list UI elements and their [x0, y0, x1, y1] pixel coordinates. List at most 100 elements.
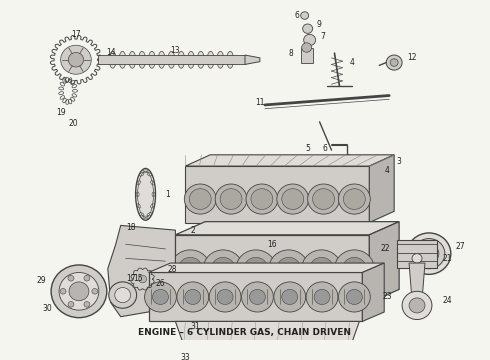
Ellipse shape [217, 51, 224, 68]
Text: 27: 27 [456, 242, 465, 251]
Polygon shape [108, 225, 175, 317]
Circle shape [407, 233, 451, 274]
Ellipse shape [109, 51, 116, 68]
Text: 17: 17 [126, 274, 135, 283]
Circle shape [314, 289, 330, 305]
Circle shape [302, 250, 342, 288]
Circle shape [69, 282, 89, 301]
Polygon shape [185, 155, 394, 166]
Circle shape [152, 289, 169, 305]
Circle shape [306, 282, 338, 312]
Circle shape [177, 282, 209, 312]
Circle shape [334, 295, 340, 301]
Circle shape [145, 282, 176, 312]
Circle shape [308, 184, 340, 214]
Circle shape [68, 302, 74, 307]
Circle shape [189, 189, 211, 210]
Polygon shape [369, 222, 399, 303]
Text: 26: 26 [156, 279, 165, 288]
Bar [148, 273, 362, 321]
Polygon shape [175, 321, 359, 350]
Bar [98, 55, 245, 64]
Circle shape [61, 45, 91, 74]
Circle shape [211, 257, 235, 280]
Circle shape [246, 184, 278, 214]
Ellipse shape [178, 51, 185, 68]
Circle shape [310, 257, 334, 280]
Text: 11: 11 [255, 98, 265, 107]
Text: 4: 4 [350, 58, 355, 67]
Circle shape [390, 59, 398, 66]
Text: 1: 1 [165, 190, 170, 199]
Text: 12: 12 [407, 53, 417, 62]
Polygon shape [245, 55, 260, 64]
Circle shape [302, 295, 308, 301]
Text: 5: 5 [305, 144, 310, 153]
Circle shape [302, 43, 312, 52]
Circle shape [209, 282, 241, 312]
Circle shape [282, 189, 304, 210]
Ellipse shape [119, 51, 126, 68]
Text: 7: 7 [320, 32, 325, 41]
Circle shape [419, 244, 439, 263]
Circle shape [263, 343, 271, 351]
Text: 3: 3 [397, 157, 402, 166]
Circle shape [343, 189, 366, 210]
Circle shape [301, 12, 309, 19]
Text: 21: 21 [442, 254, 452, 263]
Circle shape [115, 288, 131, 303]
Text: 22: 22 [380, 244, 390, 253]
Circle shape [205, 295, 211, 301]
Text: 8: 8 [288, 49, 293, 58]
Circle shape [274, 282, 306, 312]
Text: 18: 18 [126, 223, 135, 232]
Circle shape [412, 254, 422, 263]
Circle shape [402, 291, 432, 320]
Text: 9: 9 [316, 21, 321, 30]
Text: 33: 33 [180, 353, 190, 360]
Text: 31: 31 [191, 321, 200, 330]
Circle shape [185, 289, 201, 305]
Bar [397, 239, 437, 268]
Text: 4: 4 [385, 166, 390, 175]
Polygon shape [362, 263, 384, 321]
Circle shape [303, 24, 313, 33]
Ellipse shape [129, 51, 136, 68]
Circle shape [171, 250, 210, 288]
Text: 29: 29 [36, 275, 46, 284]
Bar [301, 48, 313, 63]
Text: 16: 16 [267, 240, 277, 249]
Circle shape [277, 257, 301, 280]
Ellipse shape [207, 51, 214, 68]
Circle shape [413, 239, 445, 269]
Circle shape [203, 250, 243, 288]
Polygon shape [409, 263, 425, 301]
Circle shape [184, 184, 216, 214]
Circle shape [236, 250, 276, 288]
Circle shape [251, 189, 273, 210]
Text: 23: 23 [382, 292, 392, 301]
Text: 2: 2 [191, 226, 196, 235]
Circle shape [51, 265, 107, 318]
Text: 24: 24 [442, 296, 452, 305]
Circle shape [269, 250, 309, 288]
Circle shape [270, 295, 275, 301]
Circle shape [335, 250, 374, 288]
Bar [175, 235, 369, 303]
Circle shape [277, 184, 309, 214]
Circle shape [346, 289, 362, 305]
Circle shape [217, 289, 233, 305]
Circle shape [339, 282, 370, 312]
Text: 20: 20 [68, 119, 78, 128]
Text: 13: 13 [171, 46, 180, 55]
Circle shape [343, 257, 367, 280]
Ellipse shape [188, 51, 195, 68]
Circle shape [59, 273, 99, 310]
Text: 6: 6 [322, 144, 327, 153]
Text: 17: 17 [71, 30, 81, 39]
Circle shape [220, 189, 242, 210]
Text: 6: 6 [294, 11, 299, 20]
Ellipse shape [168, 51, 175, 68]
Text: 28: 28 [168, 265, 177, 274]
Ellipse shape [138, 171, 153, 217]
